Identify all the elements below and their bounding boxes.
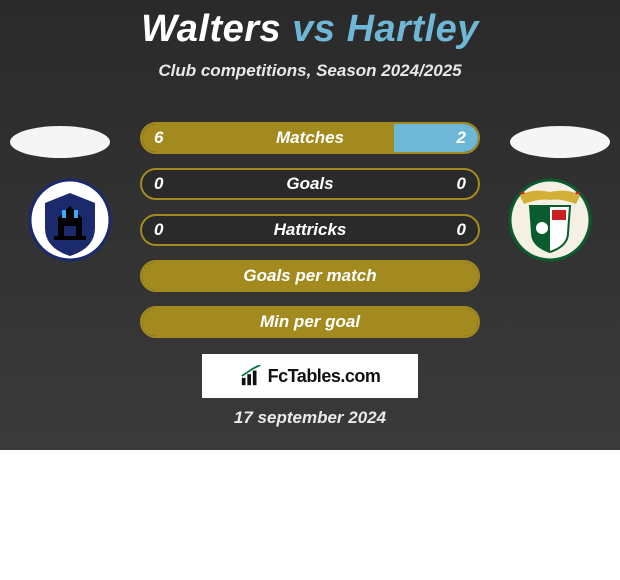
- title-player1: Walters: [141, 8, 281, 50]
- club-badge-right: [500, 178, 600, 263]
- title-player2: Hartley: [347, 8, 479, 50]
- stat-bar: 00Hattricks: [140, 214, 480, 246]
- stat-bar: Goals per match: [140, 260, 480, 292]
- stat-bars: 62Matches 00Goals 00Hattricks Goals per mat…: [140, 122, 480, 338]
- page-title: Walters vs Hartley: [0, 0, 620, 51]
- player1-platform: [10, 126, 110, 158]
- bar-label: Matches: [142, 124, 478, 152]
- date-label: 17 september 2024: [0, 408, 620, 428]
- comparison-panel: Walters vs Hartley Club competitions, Se…: [0, 0, 620, 450]
- subtitle: Club competitions, Season 2024/2025: [0, 61, 620, 81]
- crest-icon: [500, 178, 600, 263]
- stat-bar: 62Matches: [140, 122, 480, 154]
- bar-label: Min per goal: [142, 308, 478, 336]
- stat-bar: Min per goal: [140, 306, 480, 338]
- watermark-text: FcTables.com: [268, 366, 381, 387]
- shield-icon: [20, 178, 120, 263]
- player2-platform: [510, 126, 610, 158]
- bar-label: Goals: [142, 170, 478, 198]
- bar-label: Hattricks: [142, 216, 478, 244]
- title-vs: vs: [292, 8, 335, 50]
- chart-icon: [240, 365, 262, 387]
- club-badge-left: [20, 178, 120, 263]
- stat-bar: 00Goals: [140, 168, 480, 200]
- watermark: FcTables.com: [202, 354, 418, 398]
- bar-label: Goals per match: [142, 262, 478, 290]
